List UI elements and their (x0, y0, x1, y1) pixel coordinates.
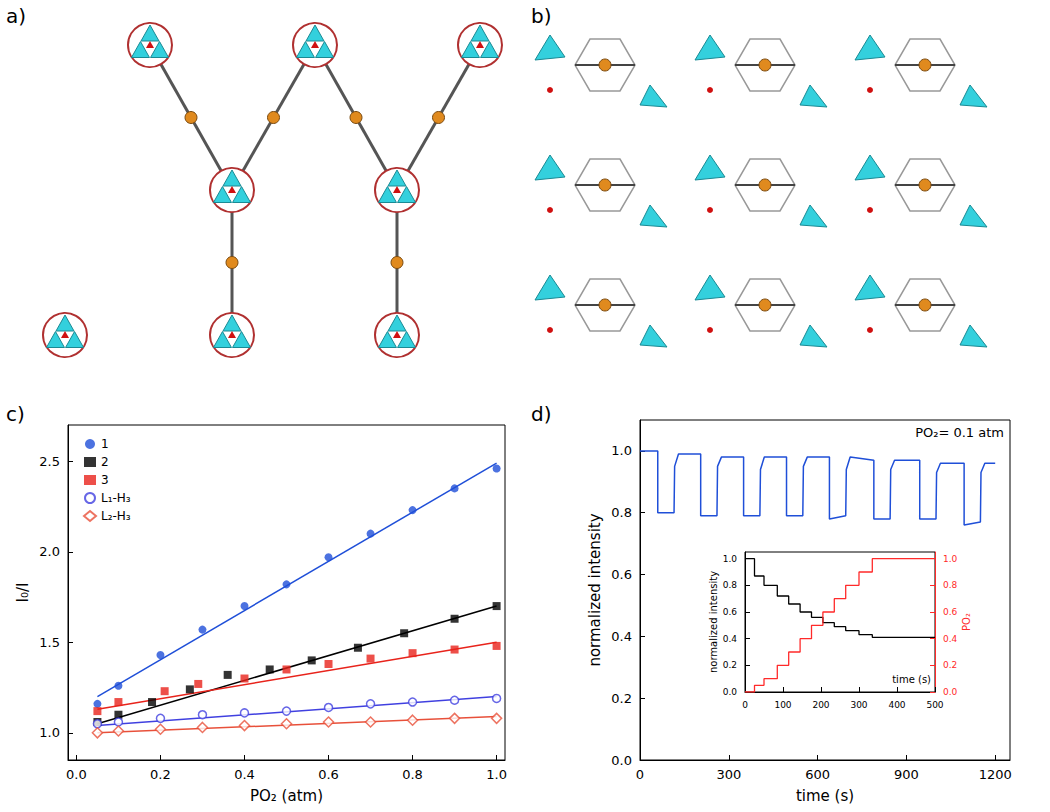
svg-text:b): b) (531, 4, 552, 28)
svg-text:1.0: 1.0 (943, 554, 958, 564)
svg-text:0.2: 0.2 (150, 767, 171, 782)
svg-text:300: 300 (850, 700, 867, 710)
svg-text:0.6: 0.6 (943, 607, 958, 617)
svg-text:2: 2 (101, 455, 109, 469)
svg-text:0: 0 (742, 700, 748, 710)
svg-text:0.0: 0.0 (611, 753, 632, 768)
svg-text:PO₂: PO₂ (961, 613, 972, 631)
svg-text:1.0: 1.0 (39, 725, 60, 740)
svg-text:0.4: 0.4 (723, 634, 738, 644)
svg-text:time (s): time (s) (892, 674, 931, 685)
svg-text:PO₂= 0.1 atm: PO₂= 0.1 atm (915, 425, 1004, 440)
svg-text:2.0: 2.0 (39, 544, 60, 559)
svg-text:normalized intensity: normalized intensity (586, 513, 604, 666)
svg-text:1.5: 1.5 (39, 635, 60, 650)
svg-text:3: 3 (101, 473, 109, 487)
svg-text:0.4: 0.4 (611, 629, 632, 644)
svg-text:1.0: 1.0 (723, 554, 738, 564)
svg-text:300: 300 (716, 767, 741, 782)
svg-text:L₁-H₃: L₁-H₃ (101, 491, 131, 505)
svg-text:500: 500 (926, 700, 943, 710)
svg-text:0.0: 0.0 (943, 687, 958, 697)
svg-text:0.6: 0.6 (318, 767, 339, 782)
svg-text:normalized intensity: normalized intensity (708, 571, 719, 673)
svg-text:100: 100 (774, 700, 791, 710)
svg-text:0.2: 0.2 (943, 660, 957, 670)
svg-text:0: 0 (636, 767, 644, 782)
svg-text:1.0: 1.0 (486, 767, 507, 782)
svg-text:1: 1 (101, 437, 109, 451)
svg-text:0.8: 0.8 (723, 580, 738, 590)
svg-text:I₀/I: I₀/I (14, 583, 32, 603)
svg-text:0.4: 0.4 (234, 767, 255, 782)
svg-text:2.5: 2.5 (39, 454, 60, 469)
svg-text:L₂-H₃: L₂-H₃ (101, 509, 131, 523)
svg-text:0.8: 0.8 (943, 580, 958, 590)
svg-text:0.2: 0.2 (723, 660, 737, 670)
svg-text:600: 600 (805, 767, 830, 782)
svg-text:0.2: 0.2 (611, 691, 632, 706)
svg-text:0.8: 0.8 (402, 767, 423, 782)
svg-text:0.4: 0.4 (943, 634, 958, 644)
svg-text:0.6: 0.6 (611, 567, 632, 582)
svg-text:a): a) (6, 4, 26, 28)
svg-text:200: 200 (812, 700, 829, 710)
svg-text:c): c) (6, 402, 25, 426)
svg-text:0.6: 0.6 (723, 607, 738, 617)
svg-text:0.0: 0.0 (66, 767, 87, 782)
svg-text:0.0: 0.0 (723, 687, 738, 697)
svg-text:900: 900 (894, 767, 919, 782)
svg-text:0.8: 0.8 (611, 505, 632, 520)
svg-text:PO₂ (atm): PO₂ (atm) (250, 787, 323, 805)
svg-text:time (s): time (s) (796, 787, 854, 805)
svg-text:1.0: 1.0 (611, 443, 632, 458)
svg-text:400: 400 (888, 700, 905, 710)
svg-text:d): d) (531, 402, 552, 426)
svg-text:1200: 1200 (979, 767, 1012, 782)
